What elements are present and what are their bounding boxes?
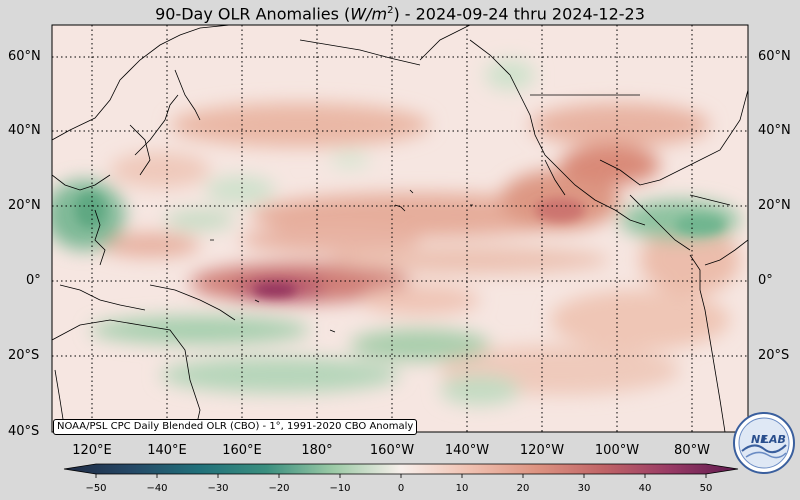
lat-label-left-0: 0°	[26, 273, 41, 288]
colorbar-tick: 40	[638, 483, 652, 494]
lat-label-right-20n: 20°N	[758, 198, 791, 213]
lon-label-100w: 100°W	[594, 443, 640, 458]
colorbar-tick: 0	[397, 483, 405, 494]
anomaly-field	[52, 25, 748, 432]
colorbar-tick: 20	[516, 483, 530, 494]
colorbar-tick: −40	[146, 483, 168, 494]
lat-label-right-60n: 60°N	[758, 49, 791, 64]
coastlines	[52, 25, 748, 432]
lat-label-left-20s: 20°S	[8, 348, 40, 363]
colorbar-tick: 10	[455, 483, 469, 494]
lat-label-left-60n: 60°N	[8, 49, 41, 64]
lat-label-left-20n: 20°N	[8, 198, 41, 213]
lat-label-left-40n: 40°N	[8, 123, 41, 138]
lat-label-right-20s: 20°S	[758, 348, 790, 363]
data-source-credit: NOAA/PSL CPC Daily Blended OLR (CBO) - 1…	[53, 419, 418, 435]
lon-label-120w: 120°W	[519, 443, 565, 458]
lon-label-140e: 140°E	[147, 443, 187, 458]
colorbar-tick: −10	[329, 483, 351, 494]
lon-label-120e: 120°E	[72, 443, 112, 458]
colorbar-tick: −50	[85, 483, 107, 494]
colorbar-tick: −20	[268, 483, 290, 494]
lon-label-160e: 160°E	[222, 443, 262, 458]
svg-text:LAB: LAB	[762, 433, 786, 446]
gridlines	[52, 25, 748, 432]
colorbar-tick: 50	[699, 483, 713, 494]
colorbar-tick: 30	[577, 483, 591, 494]
lat-label-left-40s: 40°S	[8, 424, 40, 439]
colorbar	[63, 463, 739, 478]
lon-label-80w: 80°W	[674, 443, 710, 458]
lat-label-right-0: 0°	[758, 273, 773, 288]
colorbar-tick: −30	[207, 483, 229, 494]
map-title: 90-Day OLR Anomalies (W/m2) - 2024-09-24…	[155, 4, 645, 24]
lat-label-right-40n: 40°N	[758, 123, 791, 138]
svg-text:NE: NE	[751, 433, 768, 446]
lon-label-180: 180°	[301, 443, 333, 458]
lon-label-140w: 140°W	[444, 443, 490, 458]
noaa-psl-logo-icon: NE LAB	[733, 412, 795, 474]
lon-label-160w: 160°W	[369, 443, 415, 458]
